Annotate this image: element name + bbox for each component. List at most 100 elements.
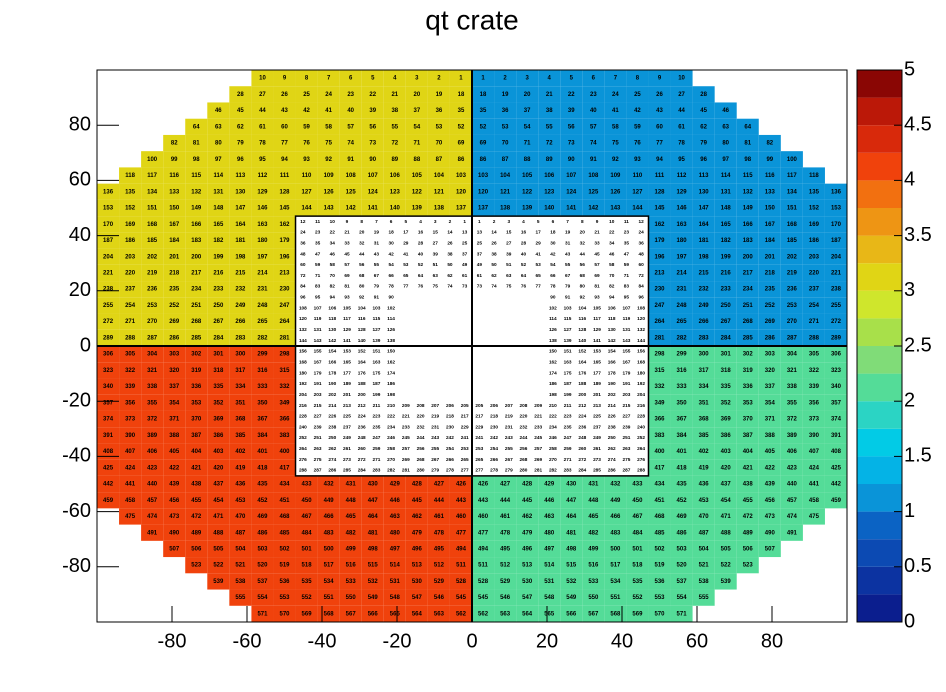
cell bbox=[802, 475, 825, 493]
cell-label: 269 bbox=[765, 319, 776, 325]
cell-label: 481 bbox=[368, 530, 379, 536]
cell bbox=[736, 329, 759, 346]
cell-label: 71 bbox=[524, 141, 531, 147]
cell bbox=[736, 167, 759, 184]
cell-label: 229 bbox=[475, 424, 483, 430]
cell bbox=[163, 134, 186, 152]
cell-label: 19 bbox=[502, 92, 509, 98]
cell bbox=[229, 167, 252, 184]
cell bbox=[251, 378, 274, 395]
cell-label: 488 bbox=[721, 530, 732, 536]
cell-label: 10 bbox=[330, 219, 336, 225]
cell-label: 72 bbox=[300, 273, 306, 279]
cell-label: 97 bbox=[722, 157, 729, 163]
cell-label: 71 bbox=[315, 273, 321, 279]
cell-label: 569 bbox=[632, 611, 643, 617]
cell-label: 453 bbox=[235, 498, 246, 504]
cell-label: 56 bbox=[568, 124, 575, 130]
cell bbox=[648, 459, 671, 476]
cell-label: 140 bbox=[578, 338, 586, 344]
cell-label: 126 bbox=[324, 189, 335, 195]
cell-label: 123 bbox=[544, 189, 555, 195]
cell-label: 319 bbox=[191, 368, 202, 374]
cell-label: 5 bbox=[537, 219, 540, 225]
cell bbox=[361, 508, 384, 525]
cell bbox=[670, 102, 693, 119]
cell bbox=[670, 459, 693, 476]
cell-label: 522 bbox=[213, 563, 224, 569]
cell-label: 353 bbox=[743, 400, 754, 406]
cell-label: 116 bbox=[358, 316, 366, 322]
cell-label: 151 bbox=[372, 349, 380, 355]
cell-label: 179 bbox=[314, 370, 322, 376]
cell-label: 54 bbox=[414, 124, 421, 130]
cell-label: 350 bbox=[257, 400, 268, 406]
cell bbox=[780, 151, 803, 168]
cell bbox=[405, 118, 428, 135]
cell bbox=[405, 70, 428, 87]
cell bbox=[119, 232, 142, 249]
cell bbox=[824, 362, 847, 379]
cell-label: 260 bbox=[358, 446, 366, 452]
cell bbox=[427, 524, 450, 541]
cell bbox=[317, 605, 340, 622]
cell bbox=[427, 199, 450, 217]
cell-label: 477 bbox=[478, 530, 489, 536]
cell bbox=[802, 459, 825, 476]
cell bbox=[119, 508, 142, 525]
cell-label: 254 bbox=[446, 446, 454, 452]
cell bbox=[97, 378, 120, 395]
cell bbox=[449, 540, 472, 558]
cell-label: 536 bbox=[654, 579, 665, 585]
cell-label: 280 bbox=[520, 468, 528, 474]
cell bbox=[295, 605, 318, 622]
cell-label: 31 bbox=[565, 240, 571, 246]
cell-label: 38 bbox=[546, 108, 553, 114]
cell-label: 167 bbox=[314, 359, 322, 365]
cell bbox=[714, 427, 737, 444]
cell bbox=[802, 232, 825, 249]
cell-label: 122 bbox=[412, 189, 423, 195]
cell-label: 163 bbox=[677, 222, 688, 228]
cell-label: 4 bbox=[393, 76, 397, 82]
cell-label: 370 bbox=[191, 417, 202, 423]
cell-label: 56 bbox=[359, 262, 365, 268]
cell-label: 289 bbox=[831, 335, 842, 341]
cell-label: 24 bbox=[300, 230, 306, 236]
cell-label: 116 bbox=[765, 173, 775, 179]
cell-label: 401 bbox=[677, 449, 688, 455]
cell bbox=[714, 346, 737, 363]
cell bbox=[736, 508, 759, 525]
cell bbox=[648, 199, 671, 217]
cell-label: 27 bbox=[433, 240, 439, 246]
cell-label: 115 bbox=[743, 173, 753, 179]
cell-label: 354 bbox=[169, 400, 180, 406]
cell bbox=[516, 492, 539, 509]
cell-label: 507 bbox=[169, 547, 180, 553]
cell bbox=[648, 378, 671, 395]
cell bbox=[273, 394, 296, 411]
cell bbox=[383, 183, 406, 200]
cell bbox=[780, 297, 803, 314]
cell-label: 18 bbox=[458, 92, 465, 98]
cell-label: 268 bbox=[743, 319, 754, 325]
cell-label: 567 bbox=[346, 611, 357, 617]
cell-label: 57 bbox=[594, 262, 600, 268]
cell bbox=[758, 443, 781, 460]
cell-label: 21 bbox=[344, 230, 350, 236]
cell-label: 26 bbox=[656, 92, 663, 98]
cell-label: 267 bbox=[213, 319, 224, 325]
cell-label: 2 bbox=[449, 219, 452, 225]
cell bbox=[295, 183, 318, 200]
cell bbox=[273, 313, 296, 330]
cell bbox=[824, 378, 847, 395]
cell-label: 109 bbox=[610, 173, 621, 179]
cell bbox=[251, 410, 274, 428]
cell-label: 73 bbox=[568, 141, 575, 147]
cell bbox=[780, 183, 803, 200]
cell-label: 263 bbox=[314, 446, 322, 452]
cell-label: 8 bbox=[305, 76, 309, 82]
cell-label: 63 bbox=[722, 124, 729, 130]
cell-label: 77 bbox=[536, 284, 542, 290]
cell bbox=[295, 199, 318, 217]
